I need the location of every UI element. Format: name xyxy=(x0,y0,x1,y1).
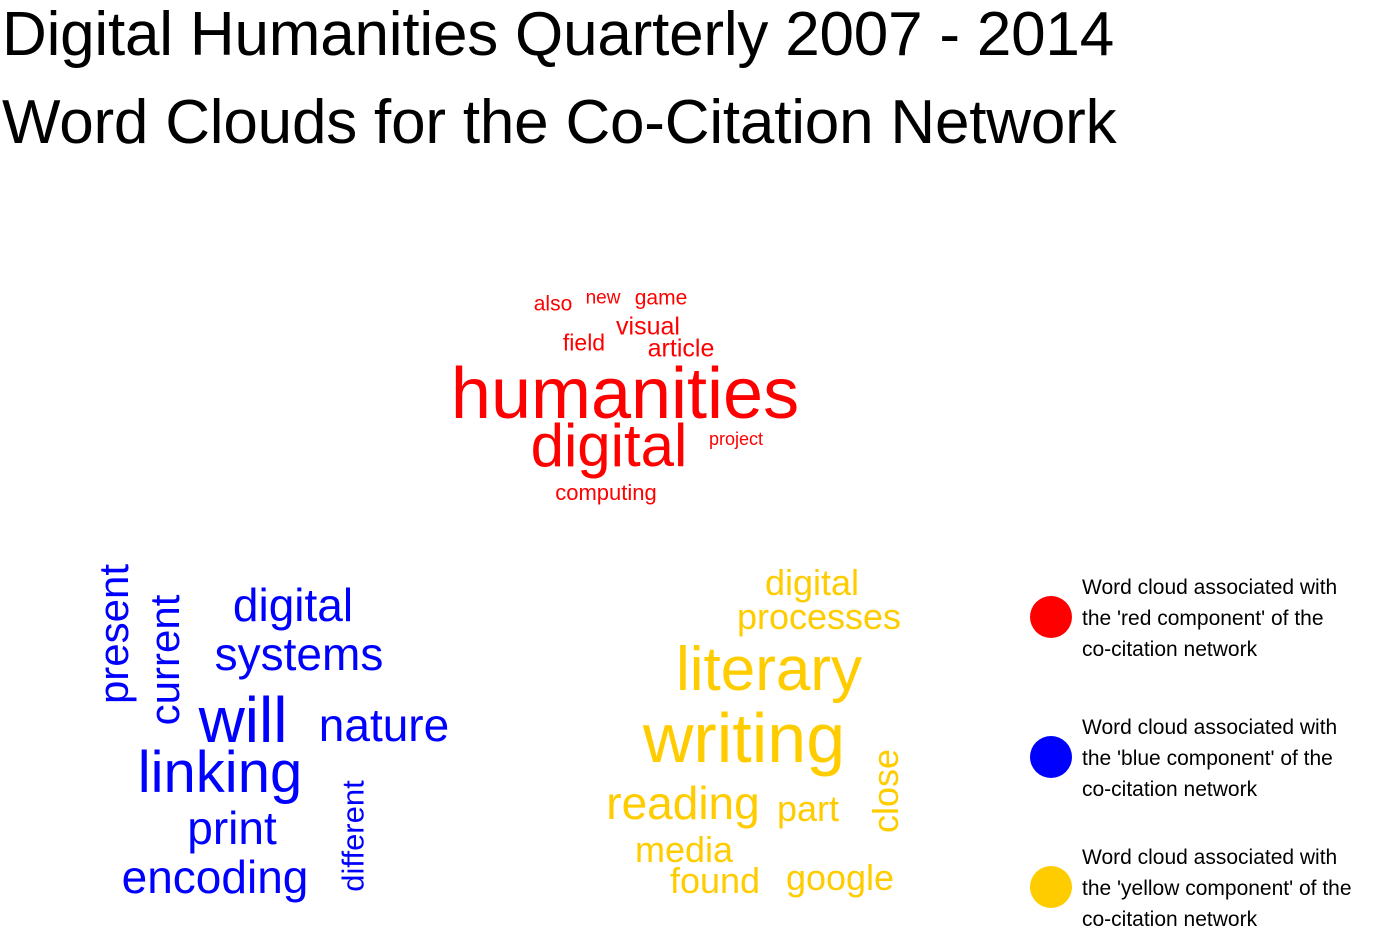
blue-cloud-word: will xyxy=(198,684,288,756)
yellow-cloud-word: writing xyxy=(642,699,846,777)
legend-label-line: co-citation network xyxy=(1082,778,1258,801)
yellow-cloud-word: close xyxy=(865,748,906,834)
red-cloud-word: computing xyxy=(555,480,657,505)
red-cloud-word: field xyxy=(562,329,606,356)
legend-label: Word cloud associated with the 'yellow co… xyxy=(1082,842,1399,935)
red-cloud-word: also xyxy=(533,292,573,316)
legend-label-line: Word cloud associated with xyxy=(1082,846,1338,869)
figure-subtitle: Word Clouds for the Co-Citation Network xyxy=(2,88,1117,157)
legend-label: Word cloud associated with the 'blue comp… xyxy=(1082,712,1399,805)
yellow-cloud-word: literary xyxy=(675,635,863,704)
red-cloud-word: humanities xyxy=(450,354,800,434)
blue-cloud-word: encoding xyxy=(121,851,309,903)
blue-cloud-word: print xyxy=(187,802,277,854)
blue-cloud-word: systems xyxy=(214,628,384,680)
red-cloud-word: digital xyxy=(530,412,688,479)
blue-cloud-word: digital xyxy=(232,579,354,631)
legend-label-line: co-citation network xyxy=(1082,638,1258,661)
legend-color-dot xyxy=(1030,596,1072,638)
figure-title: Digital Humanities Quarterly 2007 - 2014 xyxy=(2,0,1114,69)
blue-cloud-word: linking xyxy=(137,740,303,805)
legend-label-line: the 'blue component' of the xyxy=(1082,747,1333,770)
blue-cloud-word: different xyxy=(335,780,371,892)
yellow-cloud-word: part xyxy=(776,788,840,829)
legend-label: Word cloud associated with the 'red compo… xyxy=(1082,572,1399,665)
blue-cloud-word: current xyxy=(141,594,188,726)
blue-cloud-word: present xyxy=(90,563,137,705)
yellow-cloud-word: reading xyxy=(606,777,760,829)
yellow-cloud-word: media xyxy=(634,829,734,870)
red-cloud-word: visual xyxy=(616,312,680,341)
blue-cloud-word: nature xyxy=(318,699,450,751)
yellow-cloud-word: found xyxy=(669,860,761,901)
red-cloud-word: article xyxy=(647,334,715,363)
red-cloud-word: new xyxy=(585,287,621,309)
legend-label-line: Word cloud associated with xyxy=(1082,716,1338,739)
legend-label-line: co-citation network xyxy=(1082,908,1258,931)
legend-label-line: the 'red component' of the xyxy=(1082,607,1324,630)
legend-label-line: the 'yellow component' of the xyxy=(1082,877,1352,900)
legend-label-line: Word cloud associated with xyxy=(1082,576,1338,599)
legend-color-dot xyxy=(1030,736,1072,778)
red-cloud-word: project xyxy=(708,429,764,449)
red-cloud-word: game xyxy=(634,286,688,310)
yellow-cloud-word: digital xyxy=(764,562,860,603)
yellow-cloud-word: google xyxy=(785,857,895,898)
legend-color-dot xyxy=(1030,866,1072,908)
yellow-cloud-word: processes xyxy=(736,596,902,637)
